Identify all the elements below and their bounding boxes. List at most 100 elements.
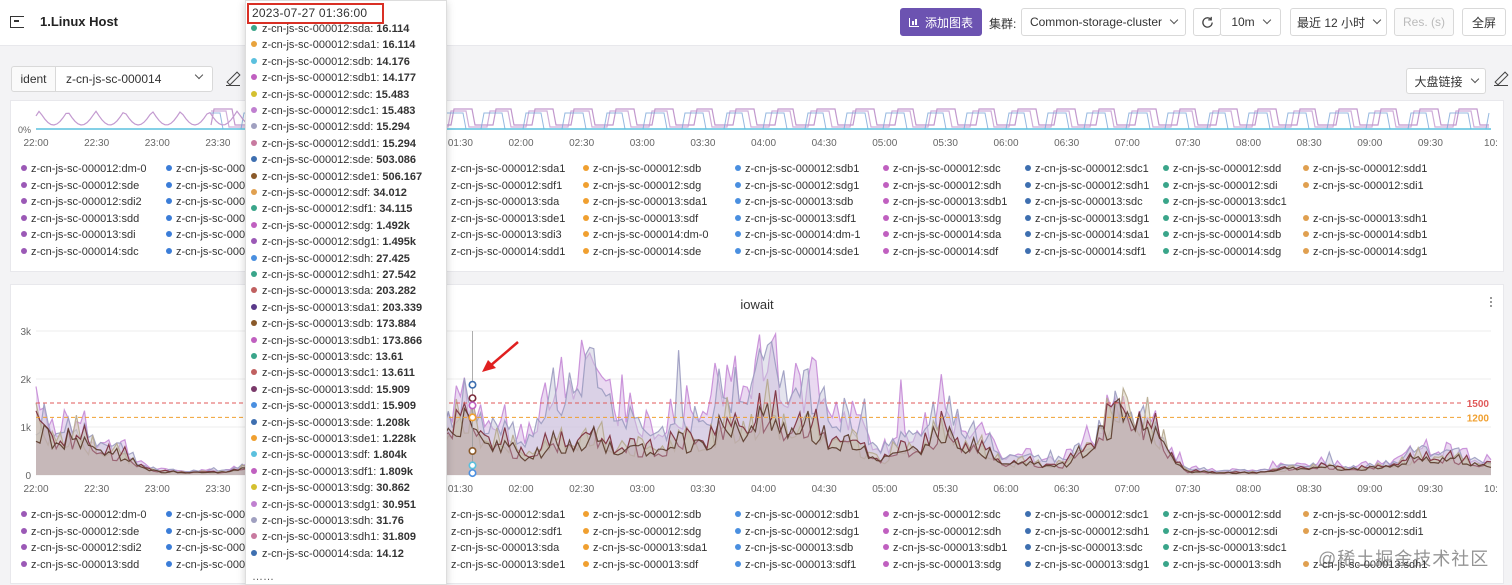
tooltip-color-dot (251, 139, 257, 146)
legend-item[interactable]: z-cn-js-sc-000012:sde (21, 526, 139, 538)
legend-item[interactable]: z-cn-js-sc-000013:sdb1 (883, 542, 1007, 554)
legend-item[interactable]: z-cn-js-sc-000013:sde1 (441, 213, 565, 225)
legend-item[interactable]: z-cn-js-sc-000012:sdd (1163, 509, 1281, 521)
dashboard-links-button[interactable]: 大盘链接 (1406, 68, 1486, 94)
legend-item[interactable]: z-cn-js-sc-000013:sdb1 (883, 196, 1007, 208)
legend-item[interactable]: z-cn-js-sc-000014:sdc (21, 246, 139, 258)
legend-item[interactable]: z-cn-js-sc-000012:sdb1 (735, 163, 859, 175)
legend-item[interactable]: z-cn-js-sc-000013:sdh1 (1303, 213, 1427, 225)
refresh-button[interactable] (1193, 8, 1221, 36)
ident-select[interactable]: z-cn-js-sc-000014 (55, 66, 213, 92)
legend-label: z-cn-js-sc-000012:sdd1 (1313, 509, 1428, 521)
legend-item[interactable]: z-cn-js-sc-000012:sdh (883, 180, 1001, 192)
legend-item[interactable]: z-cn-js-sc-000012:sdh1 (1025, 526, 1149, 538)
legend-item[interactable]: z-cn-js-sc-000014:sda (883, 229, 1001, 241)
legend-item[interactable]: z-cn-js-sc-000013:sdc (1025, 542, 1143, 554)
legend-item[interactable]: z-cn-js-sc-000014:sda1 (1025, 229, 1149, 241)
legend-item[interactable]: z-cn-js-sc-000014:sdd1 (441, 246, 565, 258)
legend-item[interactable]: z-cn-js-sc-000013:sdf1 (735, 559, 856, 571)
back-icon[interactable] (10, 16, 24, 28)
legend-item[interactable]: z-cn-js-sc-000013:sdc (1025, 196, 1143, 208)
legend-item[interactable]: z-cn-js-sc-000012:sdi (1163, 526, 1278, 538)
legend-item[interactable]: z-cn-js-sc-000012:sdd (1163, 163, 1281, 175)
legend-item[interactable]: z-cn-js-sc-000012:sdh (883, 526, 1001, 538)
refresh-interval-select[interactable]: 10m (1220, 8, 1281, 36)
legend-item[interactable]: z-cn-js-sc-000013:sdh (1163, 559, 1281, 571)
legend-item[interactable]: z-cn-js-sc-000012:sdg1 (735, 180, 859, 192)
legend-item[interactable]: z-cn-js-sc-000012:dm-0 (21, 163, 147, 175)
legend-color-dot (1303, 247, 1309, 254)
edit-variable-icon[interactable] (226, 72, 240, 86)
legend-item[interactable]: z-cn-js-sc-000012:sdd1 (1303, 509, 1427, 521)
legend-item[interactable]: z-cn-js-sc-000014:sdg1 (1303, 246, 1427, 258)
legend-item[interactable]: z-cn-js-sc-000012:sdg (583, 526, 701, 538)
legend-item[interactable]: z-cn-js-sc-000014:sdf (883, 246, 998, 258)
legend-item[interactable]: z-cn-js-sc-000013:sdf (583, 559, 698, 571)
legend-item[interactable]: z-cn-js-sc-000012:sdc (883, 509, 1001, 521)
resolution-input[interactable]: Res. (s) (1394, 8, 1454, 36)
legend-item[interactable]: z-cn-js-sc-000012:sdg (583, 180, 701, 192)
legend-item[interactable]: z-cn-js-sc-000012:sdi (1163, 180, 1278, 192)
legend-item[interactable]: z-cn-js-sc-000012:sdi1 (1303, 180, 1424, 192)
legend-item[interactable]: z-cn-js-sc-000013:sda (441, 196, 559, 208)
legend-item[interactable]: z-cn-js-sc-000013:sdc1 (1163, 196, 1287, 208)
more-options-icon[interactable] (1490, 297, 1493, 309)
legend-item[interactable]: z-cn-js-sc-000012:sdc1 (1025, 163, 1149, 175)
time-range-select[interactable]: 最近 12 小时 (1290, 8, 1387, 36)
tooltip-row: z-cn-js-sc-000013:sda: 203.282 (251, 285, 416, 301)
legend-item[interactable]: z-cn-js-sc-000013:sda1 (583, 542, 707, 554)
legend-item[interactable]: z-cn-js-sc-000012:sdc (883, 163, 1001, 175)
legend-item[interactable]: z-cn-js-sc-000014:sdf1 (1025, 246, 1146, 258)
legend-item[interactable]: z-cn-js-sc-000012:sdb1 (735, 509, 859, 521)
legend-item[interactable]: z-cn-js-sc-000013:sdf1 (735, 213, 856, 225)
legend-item[interactable]: z-cn-js-sc-000012:sdb (583, 509, 701, 521)
tooltip-color-dot (251, 107, 257, 113)
legend-item[interactable]: z-cn-js-sc-000013:sdc1 (1163, 542, 1287, 554)
add-chart-button[interactable]: 添加图表 (900, 8, 982, 36)
legend-item[interactable]: z-cn-js-sc-000013:sdg (883, 213, 1001, 225)
legend-item[interactable]: z-cn-js-sc-000012:sdf1 (441, 526, 562, 538)
legend-item[interactable]: z-cn-js-sc-000013:sda1 (583, 196, 707, 208)
legend-item[interactable]: z-cn-js-sc-000014:sdg (1163, 246, 1281, 258)
legend-item[interactable]: z-cn-js-sc-000012:sdi2 (21, 542, 142, 554)
legend-color-dot (883, 560, 889, 567)
tooltip-series-value: 14.176 (376, 55, 410, 68)
legend-item[interactable]: z-cn-js-sc-000012:sdc1 (1025, 509, 1149, 521)
legend-item[interactable]: z-cn-js-sc-000012:sdi2 (21, 196, 142, 208)
legend-item[interactable]: z-cn-js-sc-000013:sdg1 (1025, 559, 1149, 571)
cluster-select[interactable]: Common-storage-cluster (1021, 8, 1186, 36)
legend-item[interactable]: z-cn-js-sc-000013:sdf (583, 213, 698, 225)
legend-item[interactable]: z-cn-js-sc-000012:sdg1 (735, 526, 859, 538)
legend-item[interactable]: z-cn-js-sc-000013:sdh (1163, 213, 1281, 225)
legend-item[interactable]: z-cn-js-sc-000012:sdi1 (1303, 526, 1424, 538)
legend-item[interactable]: z-cn-js-sc-000013:sdb (735, 196, 853, 208)
legend-item[interactable]: z-cn-js-sc-000014:dm-1 (735, 229, 861, 241)
legend-item[interactable]: z-cn-js-sc-000013:sdh1 (1303, 559, 1427, 571)
legend-item[interactable]: z-cn-js-sc-000013:sdg (883, 559, 1001, 571)
legend-item[interactable]: z-cn-js-sc-000012:sdb (583, 163, 701, 175)
legend-item[interactable]: z-cn-js-sc-000012:dm-0 (21, 509, 147, 521)
edit-links-icon[interactable] (1494, 72, 1508, 86)
legend-item[interactable]: z-cn-js-sc-000012:sda1 (441, 163, 565, 175)
legend-item[interactable]: z-cn-js-sc-000013:sde1 (441, 559, 565, 571)
legend-item[interactable]: z-cn-js-sc-000013:sdi3 (441, 229, 562, 241)
legend-item[interactable]: z-cn-js-sc-000013:sdd (21, 213, 139, 225)
iowait-chart-svg[interactable]: 01k2k3k1500120022:0022:3023:0023:3000:00… (11, 317, 1503, 537)
legend-item[interactable]: z-cn-js-sc-000013:sda (441, 542, 559, 554)
legend-item[interactable]: z-cn-js-sc-000012:sdf1 (441, 180, 562, 192)
legend-item[interactable]: z-cn-js-sc-000012:sde (21, 180, 139, 192)
legend-item[interactable]: z-cn-js-sc-000013:sdd (21, 559, 139, 571)
legend-item[interactable]: z-cn-js-sc-000013:sdb (735, 542, 853, 554)
legend-item[interactable]: z-cn-js-sc-000014:sde (583, 246, 701, 258)
legend-item[interactable]: z-cn-js-sc-000012:sdh1 (1025, 180, 1149, 192)
hover-point-marker (468, 447, 477, 456)
legend-item[interactable]: z-cn-js-sc-000012:sdd1 (1303, 163, 1427, 175)
legend-item[interactable]: z-cn-js-sc-000014:sdb1 (1303, 229, 1427, 241)
legend-item[interactable]: z-cn-js-sc-000012:sda1 (441, 509, 565, 521)
legend-item[interactable]: z-cn-js-sc-000014:sde1 (735, 246, 859, 258)
legend-item[interactable]: z-cn-js-sc-000014:sdb (1163, 229, 1281, 241)
legend-item[interactable]: z-cn-js-sc-000013:sdg1 (1025, 213, 1149, 225)
fullscreen-button[interactable]: 全屏 (1462, 8, 1506, 36)
legend-item[interactable]: z-cn-js-sc-000014:dm-0 (583, 229, 709, 241)
legend-item[interactable]: z-cn-js-sc-000013:sdi (21, 229, 136, 241)
